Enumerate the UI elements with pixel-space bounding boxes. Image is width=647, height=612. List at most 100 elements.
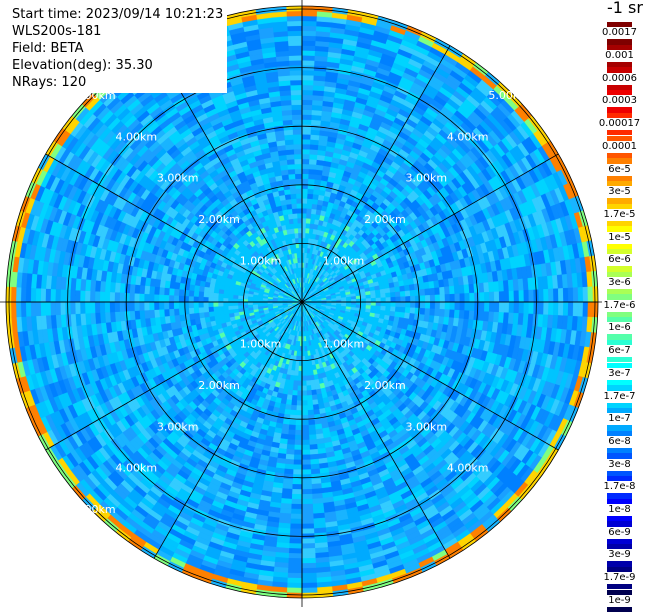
range-gate-cell [135,285,141,294]
range-gate-cell [292,390,297,395]
range-gate-cell [292,204,297,209]
range-gate-cell [159,287,165,295]
range-gate-cell [307,395,312,400]
range-gate-cell [386,297,391,302]
range-gate-cell [248,305,253,308]
range-gate-cell [302,129,311,134]
range-gate-cell [499,302,504,313]
range-gate-cell [194,296,199,302]
range-gate-cell [213,297,218,302]
range-gate-cell [302,450,310,455]
range-gate-cell [294,460,303,465]
range-gate-cell [189,284,195,291]
range-gate-cell [308,420,315,425]
range-gate-cell [292,105,302,110]
range-gate-cell [302,460,311,465]
range-gate-cell [288,214,293,220]
range-gate-cell [296,420,303,425]
range-gate-cell [499,291,504,302]
range-gate-cell [297,396,302,401]
range-gate-cell [199,286,205,292]
range-gate-cell [208,297,213,302]
range-gate-cell [302,194,308,199]
range-gate-cell [310,149,318,155]
range-gate-cell [248,299,253,302]
range-gate-cell [474,302,479,311]
range-gate-cell [194,302,199,308]
range-gate-cell [302,100,313,105]
range-gate-cell [310,154,318,160]
range-gate-cell [295,435,302,440]
range-gate-cell [306,381,311,386]
range-gate-cell [204,287,210,293]
range-gate-cell [390,287,396,292]
range-gate-cell [302,381,306,386]
range-gate-cell [370,290,375,294]
range-gate-cell [189,302,194,308]
range-gate-cell [302,470,311,475]
range-gate-cell [309,174,316,179]
range-gate-cell [208,307,213,312]
range-gate-cell [285,139,294,145]
range-gate-cell [149,310,155,318]
range-gate-cell [409,284,415,291]
range-gate-cell [302,351,305,356]
range-gate-cell [296,189,302,194]
range-gate-cell [464,311,470,320]
range-gate-cell [311,135,320,141]
range-gate-cell [400,291,405,297]
range-gate-cell [297,386,302,391]
range-gate-cell [154,310,160,318]
range-gate-cell [435,288,440,295]
range-gate-cell [479,292,484,302]
range-gate-cell [401,297,406,302]
range-gate-cell [400,286,406,292]
range-gate-cell [311,385,316,391]
range-gate-cell [164,295,169,302]
range-gate-cell [287,444,295,450]
range-gate-cell [284,469,293,475]
range-gate-cell [311,390,316,396]
range-gate-cell [302,376,306,381]
range-gate-cell [430,295,435,302]
range-gate-cell [400,312,406,318]
range-gate-cell [464,285,470,294]
range-gate-cell [298,223,302,228]
range-gate-cell [223,298,228,302]
range-gate-cell [307,194,313,199]
range-gate-cell [479,302,484,312]
range-gate-cell [460,302,465,311]
range-gate-cell [184,296,189,302]
range-gate-cell [302,95,313,100]
range-gate-cell [294,154,302,159]
range-gate-cell [223,306,228,310]
range-gate-cell [302,361,305,366]
range-gate-cell [302,164,309,169]
range-gate-cell [292,489,302,494]
range-gate-cell [302,120,312,125]
range-gate-cell [134,293,139,302]
range-gate-cell [445,302,450,310]
range-gate-cell [302,184,308,189]
range-gate-cell [391,302,396,307]
range-gate-cell [306,218,311,223]
range-gate-cell [410,290,415,296]
range-gate-cell [302,218,306,223]
range-gate-cell [292,208,297,213]
range-gate-cell [302,484,312,489]
range-gate-cell [218,306,223,311]
range-gate-cell [204,292,209,297]
range-gate-cell [291,405,297,410]
range-gate-cell [401,302,406,307]
range-gate-cell [415,302,420,308]
range-gate-cell [302,139,311,144]
range-gate-cell [385,306,390,311]
range-gate-cell [425,302,430,309]
range-gate-cell [285,135,294,141]
range-gate-cell [302,410,308,415]
range-gate-cell [139,310,145,319]
range-gate-cell [489,292,494,302]
range-gate-cell [302,174,309,179]
range-gate-cell [294,228,298,233]
range-gate-cell [120,302,125,312]
